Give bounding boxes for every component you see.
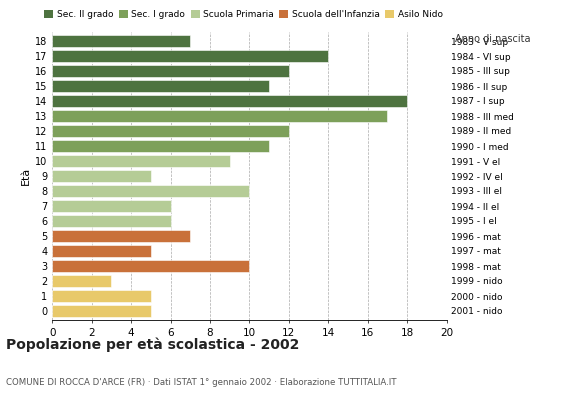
Bar (52, 170, 151, 182)
Text: COMUNE DI ROCCA D'ARCE (FR) · Dati ISTAT 1° gennaio 2002 · Elaborazione TUTTITAL: COMUNE DI ROCCA D'ARCE (FR) · Dati ISTAT… (6, 378, 396, 387)
Bar (52, 245, 151, 257)
Bar (52, 290, 151, 302)
Bar (52, 230, 190, 242)
Legend: Sec. II grado, Sec. I grado, Scuola Primaria, Scuola dell'Infanzia, Asilo Nido: Sec. II grado, Sec. I grado, Scuola Prim… (41, 6, 447, 23)
Bar (52, 110, 387, 122)
Text: Popolazione per età scolastica - 2002: Popolazione per età scolastica - 2002 (6, 338, 299, 352)
Bar (52, 65, 289, 77)
Bar (52, 185, 249, 197)
Bar (52, 95, 407, 107)
Bar (52, 200, 171, 212)
Bar (52, 305, 151, 317)
Bar (52, 140, 269, 152)
Bar (52, 35, 190, 47)
Bar (52, 275, 111, 287)
Bar (52, 50, 328, 62)
Bar (52, 125, 289, 137)
Bar (52, 260, 249, 272)
Bar (52, 215, 171, 227)
Bar (52, 80, 269, 92)
Text: Anno di nascita: Anno di nascita (455, 34, 531, 44)
Y-axis label: Età: Età (21, 167, 31, 185)
Bar (52, 155, 230, 167)
